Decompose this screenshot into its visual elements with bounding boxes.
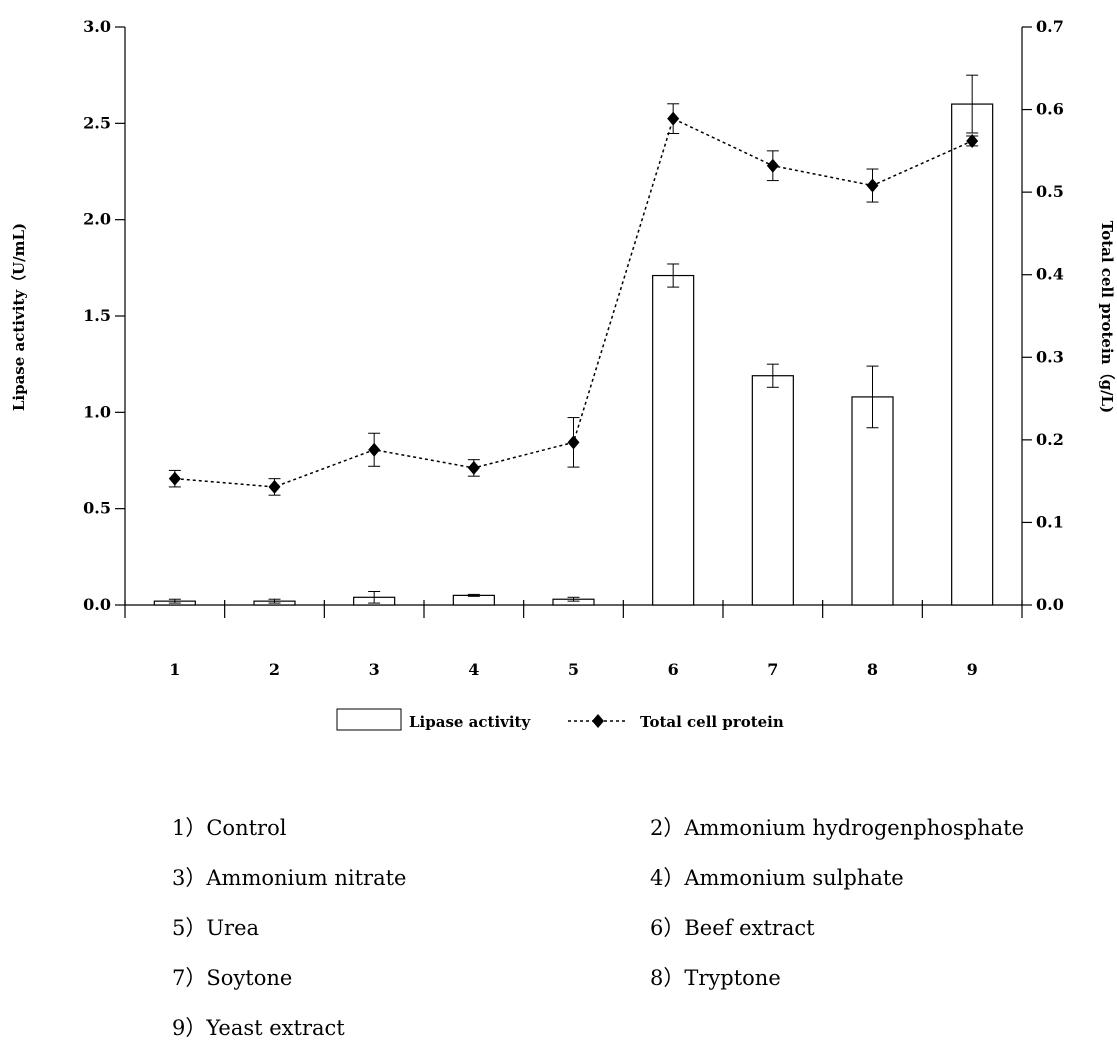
legend-line-label: Total cell protein [640,713,784,731]
axes [115,26,1032,618]
x-tick-label: 8 [867,660,878,679]
y-tick-label: 0.0 [83,595,111,614]
data-point [966,133,979,148]
legend: Lipase activity Total cell protein [336,708,784,731]
key-item: 3）Ammonium nitrate [172,866,407,890]
data-point [168,471,181,486]
x-tick-label: 2 [269,660,280,679]
key-item: 5）Urea [172,916,260,940]
key-item: 1）Control [172,816,287,840]
legend-line-marker [592,714,604,728]
bar [652,274,695,606]
data-point [467,460,480,475]
y2-tick-label: 0.1 [1036,512,1064,531]
bar [751,375,794,606]
x-tick-label: 3 [369,660,380,679]
bar-series [153,74,994,606]
data-point [667,111,680,126]
key-item: 7）Soytone [172,966,293,990]
y2-tick-label: 0.4 [1036,265,1064,284]
bar [951,103,994,606]
y-tick-label: 1.5 [83,306,111,325]
legend-bar-label: Lipase activity [409,713,531,731]
y2-tick-label: 0.7 [1036,17,1064,36]
y2-tick-label: 0.3 [1036,347,1064,366]
data-point [268,479,281,494]
key-item: 9）Yeast extract [172,1016,345,1040]
data-point [866,178,879,193]
tick-labels: 0.0 0.5 1.0 1.5 2.0 2.5 3.0 0.0 0.1 0.2 0.3 0.4 0.5 0… [83,17,1064,679]
y2-tick-label: 0.6 [1036,100,1064,119]
y-tick-label: 3.0 [83,17,111,36]
data-point [766,158,779,173]
key-item: 6）Beef extract [650,916,815,940]
x-tick-label: 9 [967,660,978,679]
legend-bar-swatch [336,708,402,731]
bar [851,396,894,606]
key-item: 2）Ammonium hydrogenphosphate [650,816,1025,840]
x-tick-label: 7 [767,660,778,679]
y2-axis-title: Total cell protein（g/L) [1098,221,1116,413]
key-item: 4）Ammonium sulphate [650,866,904,890]
y-tick-label: 0.5 [83,499,111,518]
y2-tick-label: 0.0 [1036,595,1064,614]
y-tick-label: 1.0 [83,402,111,421]
x-tick-label: 5 [568,660,579,679]
chart: 0.0 0.5 1.0 1.5 2.0 2.5 3.0 0.0 0.1 0.2 0.3 0.4 0.5 0… [10,17,1116,731]
key-item: 8）Tryptone [650,966,781,990]
y2-tick-label: 0.5 [1036,182,1064,201]
y-tick-label: 2.0 [83,210,111,229]
line-series [168,103,979,496]
x-tick-label: 6 [668,660,679,679]
x-tick-label: 4 [468,660,479,679]
x-tick-label: 1 [169,660,180,679]
y2-tick-label: 0.2 [1036,430,1064,449]
data-point [567,435,580,450]
y-axis-title: Lipase activity（U/mL) [10,223,28,411]
data-point [368,442,381,457]
y-tick-label: 2.5 [83,113,111,132]
